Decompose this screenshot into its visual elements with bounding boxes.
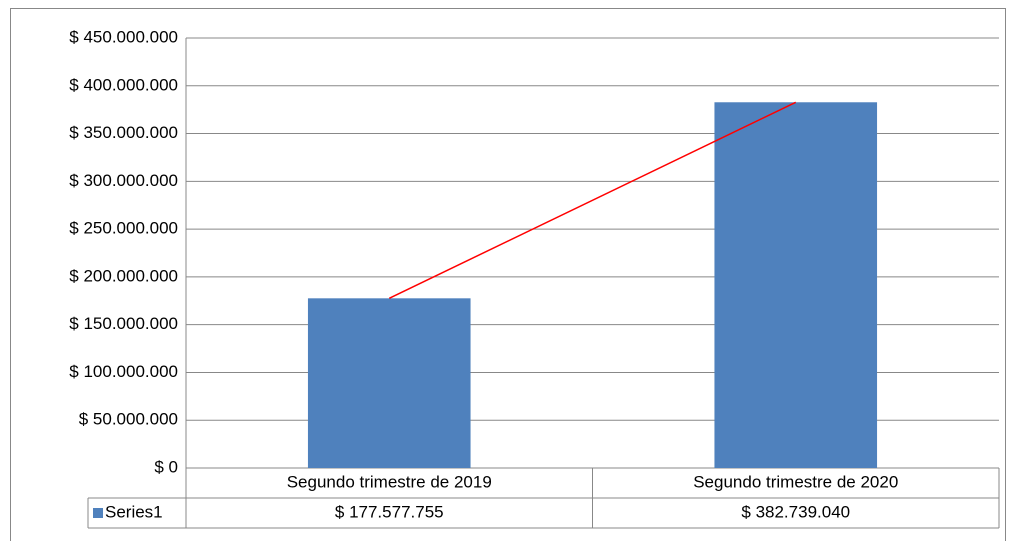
legend-key	[93, 508, 103, 518]
y-tick-label: $ 400.000.000	[69, 75, 178, 94]
y-tick-label: $ 100.000.000	[69, 362, 178, 381]
y-tick-label: $ 150.000.000	[69, 314, 178, 333]
y-tick-label: $ 200.000.000	[69, 266, 178, 285]
y-tick-label: $ 450.000.000	[69, 27, 178, 46]
y-tick-label: $ 250.000.000	[69, 219, 178, 238]
y-tick-label: $ 50.000.000	[79, 410, 178, 429]
y-tick-label: $ 300.000.000	[69, 171, 178, 190]
x-tick-label: Segundo trimestre de 2019	[287, 472, 492, 491]
trend-line	[388, 101, 797, 299]
y-tick-label: $ 350.000.000	[69, 123, 178, 142]
y-tick-label: $ 0	[154, 457, 178, 476]
bar	[714, 102, 878, 469]
x-tick-label: Segundo trimestre de 2020	[693, 472, 898, 491]
data-table-value: $ 177.577.755	[335, 502, 444, 521]
legend-label: Series1	[105, 502, 163, 521]
bar	[307, 298, 471, 468]
data-table-value: $ 382.739.040	[741, 502, 850, 521]
chart-border	[10, 8, 1006, 541]
